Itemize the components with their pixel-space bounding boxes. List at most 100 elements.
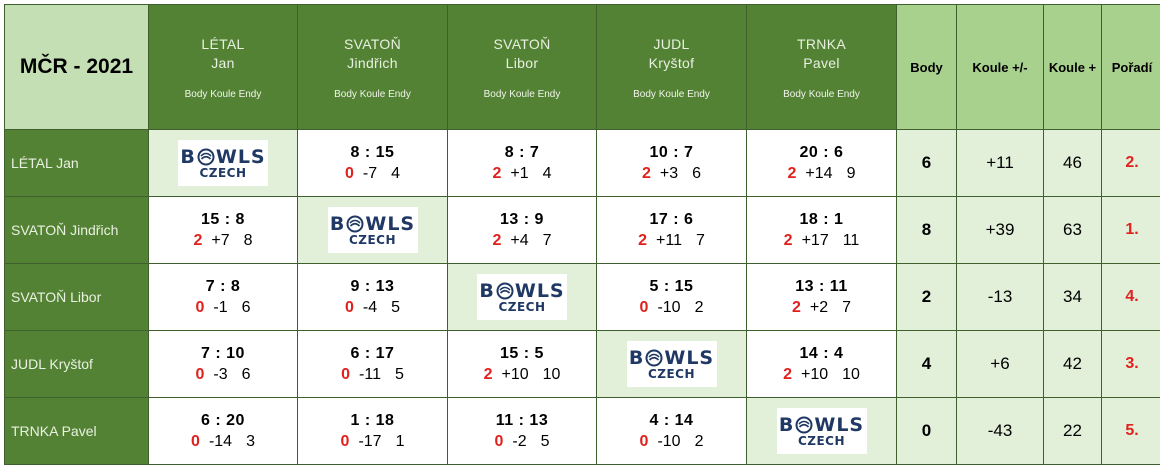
match-cell: 6 : 20 0 -14 3 [149,398,297,464]
row-player-name: SVATOŇ Libor [5,264,148,330]
total-body: 0 [897,398,956,464]
player-last-name: TRNKA [797,35,846,52]
match-koule-diff: +2 [809,298,829,316]
match-ends: 2 [694,298,704,316]
match-ends: 7 [542,231,552,249]
final-rank: 3. [1102,331,1160,397]
match-cell: 7 : 8 0 -1 6 [149,264,297,330]
match-score: 15 : 8 [201,210,245,228]
header-body: Body [897,5,956,129]
match-koule-diff: -10 [657,298,681,316]
match-ends: 1 [395,432,405,450]
logo-subtitle: CZECH [797,433,846,448]
match-points: 2 [638,231,648,249]
match-score: 5 : 15 [649,277,694,295]
player-last-name: SVATOŇ [493,35,551,52]
match-points: 0 [191,432,200,450]
final-rank: 2. [1102,130,1160,196]
player-first-name: Kryštof [648,54,695,71]
total-koule-diff: +6 [957,331,1043,397]
match-koule-diff: +3 [659,164,679,182]
match-score: 6 : 20 [201,411,245,429]
total-koule-plus: 34 [1044,264,1101,330]
match-ends: 8 [243,231,253,249]
match-ends: 6 [692,164,702,182]
match-cell: 1 : 18 0 -17 1 [298,398,447,464]
bowls-czech-logo: B WLS CZECH [477,274,567,320]
player-last-name: LÉTAL [201,35,245,52]
self-match-cell: B WLS CZECH [448,264,596,330]
logo-word: B WLS [180,145,266,168]
match-cell: 8 : 15 0 -7 4 [298,130,447,196]
match-score: 6 : 17 [350,344,395,362]
match-koule-diff: -17 [358,432,382,450]
match-points: 2 [783,231,793,249]
self-match-cell: B WLS CZECH [298,197,447,263]
player-first-name: Jan [211,54,235,71]
standings-table: MČR - 2021 LÉTAL Jan Body Koule Endy SVATOŇ… [4,4,1160,465]
match-koule-diff: +14 [805,164,833,182]
match-koule-diff: +1 [510,164,529,182]
logo-word: B WLS [479,279,565,302]
player-first-name: Libor [505,54,539,71]
match-points: 0 [341,365,351,383]
bowls-ball-icon [496,282,514,299]
match-points: 0 [344,298,354,316]
match-koule-diff: -3 [213,365,228,383]
player-first-name: Pavel [803,54,840,71]
self-match-cell: B WLS CZECH [597,331,746,397]
total-body: 6 [897,130,956,196]
match-details: 0 -4 5 [345,299,400,317]
logo-subtitle: CZECH [199,165,247,180]
match-score: 14 : 4 [799,344,844,362]
total-koule-diff: +39 [957,197,1043,263]
match-details: 2 +3 6 [642,165,701,183]
total-koule-diff: -13 [957,264,1043,330]
match-koule-diff: +10 [501,365,529,383]
bowls-ball-icon [346,215,364,232]
match-ends: 9 [846,164,856,182]
total-koule-plus: 22 [1044,398,1101,464]
match-koule-diff: -2 [512,432,527,450]
match-points: 2 [787,164,797,182]
match-details: 0 -10 2 [640,299,704,317]
total-koule-plus: 63 [1044,197,1101,263]
match-points: 0 [195,298,205,316]
match-koule-diff: +4 [510,231,529,249]
logo-subtitle: CZECH [348,232,397,247]
match-points: 2 [783,365,792,383]
match-score: 17 : 6 [649,210,694,228]
match-score: 13 : 11 [795,277,848,295]
match-score: 20 : 6 [799,143,844,161]
bowls-ball-icon [795,416,813,433]
match-cell: 8 : 7 2 +1 4 [448,130,596,196]
match-cell: 15 : 5 2 +10 10 [448,331,596,397]
self-match-cell: B WLS CZECH [747,398,896,464]
column-subheader: Body Koule Endy [184,88,262,100]
match-points: 0 [344,164,354,182]
match-score: 13 : 9 [500,210,544,228]
match-ends: 3 [246,432,255,450]
match-ends: 11 [842,231,860,249]
match-cell: 13 : 9 2 +4 7 [448,197,596,263]
total-body: 2 [897,264,956,330]
match-details: 2 +17 11 [784,232,860,250]
match-ends: 2 [694,432,704,450]
final-rank: 4. [1102,264,1160,330]
column-subheader: Body Koule Endy [334,88,411,100]
match-details: 0 -1 6 [195,299,250,317]
match-ends: 6 [241,365,251,383]
match-score: 8 : 7 [504,143,540,161]
match-score: 1 : 18 [350,411,395,429]
match-ends: 7 [842,298,852,316]
logo-subtitle: CZECH [647,366,696,381]
match-points: 0 [639,432,649,450]
match-details: 2 +10 10 [484,366,561,384]
match-details: 2 +11 7 [638,232,705,250]
match-details: 2 +10 10 [783,366,860,384]
match-score: 8 : 15 [350,143,395,161]
match-details: 0 -17 1 [341,433,405,451]
match-details: 0 -10 2 [640,433,704,451]
column-subheader: Body Koule Endy [633,88,710,100]
match-details: 2 +4 7 [492,232,551,250]
